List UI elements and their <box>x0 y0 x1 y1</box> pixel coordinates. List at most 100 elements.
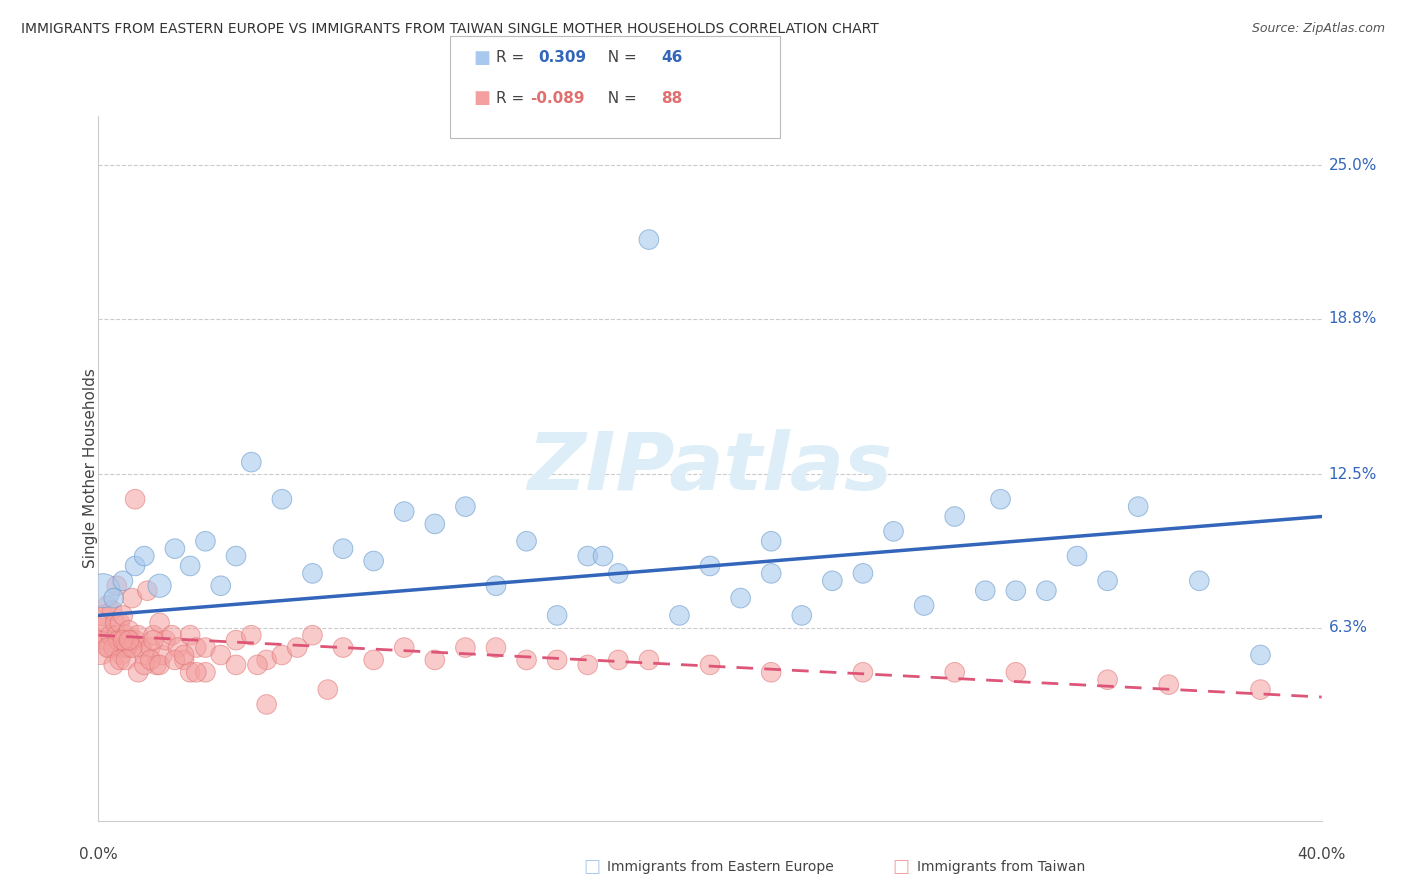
Point <box>546 608 568 623</box>
Point <box>761 534 783 549</box>
Point <box>163 653 186 667</box>
Point <box>121 640 143 655</box>
Point <box>97 599 120 613</box>
Point <box>173 653 195 667</box>
Point <box>912 599 935 613</box>
Point <box>392 640 416 655</box>
Point <box>1097 574 1119 588</box>
Point <box>990 492 1012 507</box>
Point <box>270 492 294 507</box>
Text: R =: R = <box>496 91 534 105</box>
Point <box>142 628 165 642</box>
Point <box>1004 665 1026 680</box>
Point <box>730 591 752 606</box>
Point <box>194 534 217 549</box>
Point <box>186 640 208 655</box>
Point <box>852 566 875 581</box>
Point <box>152 648 174 662</box>
Text: R =: R = <box>496 51 534 65</box>
Point <box>240 628 263 642</box>
Point <box>134 549 156 563</box>
Point <box>115 628 138 642</box>
Point <box>1250 682 1272 697</box>
Point <box>173 648 195 662</box>
Text: N =: N = <box>598 51 645 65</box>
Text: 6.3%: 6.3% <box>1329 620 1368 635</box>
Text: Immigrants from Eastern Europe: Immigrants from Eastern Europe <box>607 860 834 874</box>
Text: ZIPatlas: ZIPatlas <box>527 429 893 508</box>
Point <box>699 657 721 672</box>
Point <box>332 541 354 556</box>
Point <box>105 628 128 642</box>
Point <box>1128 500 1150 514</box>
Point <box>129 640 152 655</box>
Point <box>270 648 294 662</box>
Point <box>392 505 416 519</box>
Point <box>607 566 630 581</box>
Point <box>111 574 134 588</box>
Point <box>117 640 139 655</box>
Y-axis label: Single Mother Households: Single Mother Households <box>83 368 97 568</box>
Point <box>516 534 538 549</box>
Point <box>423 516 446 531</box>
Point <box>136 583 159 598</box>
Point <box>112 640 135 655</box>
Point <box>134 648 156 662</box>
Point <box>142 633 165 648</box>
Point <box>108 653 131 667</box>
Point <box>1004 583 1026 598</box>
Text: 0.0%: 0.0% <box>79 847 118 863</box>
Point <box>256 698 278 712</box>
Point <box>301 628 323 642</box>
Point <box>111 633 134 648</box>
Point <box>103 591 125 606</box>
Point <box>104 615 127 630</box>
Point <box>94 615 117 630</box>
Point <box>1250 648 1272 662</box>
Point <box>1035 583 1057 598</box>
Point <box>149 615 172 630</box>
Point <box>160 628 183 642</box>
Text: 0.309: 0.309 <box>538 51 586 65</box>
Point <box>943 509 966 524</box>
Point <box>139 640 162 655</box>
Text: 12.5%: 12.5% <box>1329 467 1376 482</box>
Point <box>246 657 269 672</box>
Point <box>98 640 121 655</box>
Point <box>332 640 354 655</box>
Text: 18.8%: 18.8% <box>1329 311 1376 326</box>
Point <box>124 558 146 573</box>
Point <box>186 665 208 680</box>
Point <box>194 640 217 655</box>
Text: Immigrants from Taiwan: Immigrants from Taiwan <box>917 860 1085 874</box>
Point <box>301 566 323 581</box>
Point <box>179 628 201 642</box>
Point <box>149 579 172 593</box>
Point <box>516 653 538 667</box>
Point <box>761 665 783 680</box>
Point <box>285 640 308 655</box>
Point <box>607 653 630 667</box>
Point <box>316 682 339 697</box>
Point <box>107 633 129 648</box>
Point <box>134 657 156 672</box>
Point <box>145 657 167 672</box>
Point <box>139 653 162 667</box>
Point <box>120 633 142 648</box>
Point <box>209 648 232 662</box>
Point <box>576 549 599 563</box>
Point <box>127 665 149 680</box>
Text: □: □ <box>583 858 600 876</box>
Text: 46: 46 <box>661 51 682 65</box>
Point <box>103 640 125 655</box>
Point <box>124 492 146 507</box>
Text: 88: 88 <box>661 91 682 105</box>
Point <box>225 633 247 648</box>
Point <box>100 628 122 642</box>
Text: 25.0%: 25.0% <box>1329 158 1376 173</box>
Point <box>423 653 446 667</box>
Point <box>454 640 477 655</box>
Point <box>93 633 115 648</box>
Point <box>163 541 186 556</box>
Point <box>91 608 114 623</box>
